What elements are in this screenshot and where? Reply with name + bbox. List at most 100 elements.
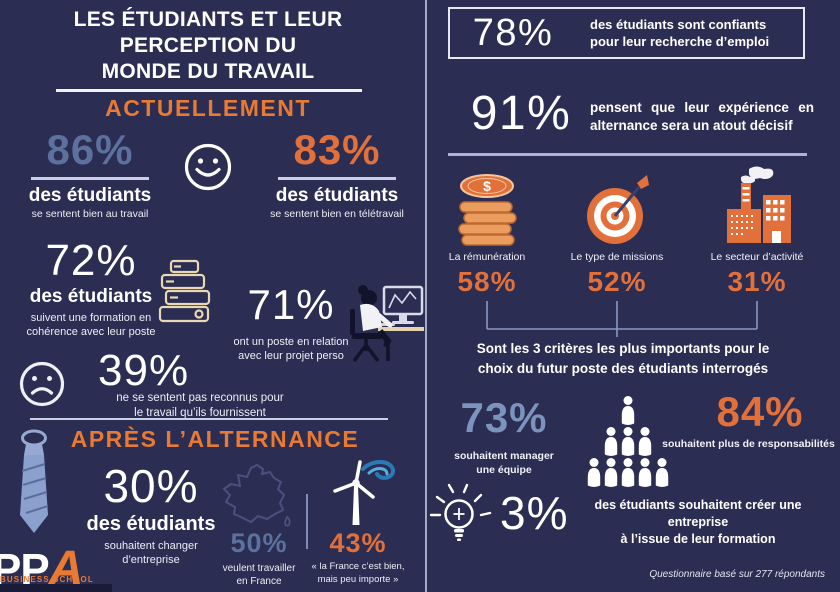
criteria-note: Sont les 3 critères les plus importants … [458, 339, 788, 379]
stat-73-sub-line1: souhaitent manager [454, 450, 554, 462]
stat-86: 86% des étudiants se sentent bien au tra… [2, 126, 178, 221]
stat-72-sub-line1: suivent une formation en [30, 312, 152, 324]
criterion-secteur-label: Le secteur d’activité [710, 251, 804, 263]
section-actuellement: ACTUELLEMENT [105, 95, 311, 121]
factory-icon [727, 166, 791, 243]
stat-78-text-line2: pour leur recherche d’emploi [590, 34, 770, 49]
page-title-line3: MONDE DU TRAVAIL [101, 60, 315, 83]
stat-73-sub-line2: une équipe [476, 464, 532, 476]
stat-43-sub: « la France c’est bien, mais peu importe… [300, 561, 416, 586]
criterion-remuneration-value: 58% [457, 266, 517, 297]
tie-icon [20, 429, 49, 533]
criteria-rule [448, 153, 807, 156]
stat-86-value: 86% [46, 126, 134, 173]
stat-72: 72% des étudiants suivent une formation … [10, 236, 172, 339]
stat-91-text-line1: pensent que leur expérience en [590, 100, 814, 115]
stat-83-value: 83% [293, 126, 381, 173]
stat-73-value: 73% [460, 394, 548, 441]
footnote: Questionnaire basé sur 277 répondants [649, 569, 825, 580]
wind-turbine-icon [333, 460, 395, 525]
stat-30-label: des étudiants [86, 513, 216, 535]
criteria-note-line1: Sont les 3 critères les plus importants … [476, 341, 770, 356]
factory-iconbox [687, 163, 827, 247]
stat-30-sub: souhaitent changer d’entreprise [80, 539, 222, 567]
criterion-missions-value: 52% [587, 266, 647, 297]
stat-72-label: des étudiants [29, 286, 153, 307]
criterion-missions-label: Le type de missions [570, 251, 664, 263]
stat-72-value: 72% [45, 236, 137, 285]
stat-71-sub-line2: avec leur projet perso [238, 350, 344, 362]
stat-86-sub: se sentent bien au travail [31, 207, 149, 220]
stat-78-text-line1: des étudiants sont confiants [590, 17, 767, 32]
criterion-secteur-value: 31% [727, 266, 787, 297]
smiley-icon [184, 143, 232, 191]
stat-86-label: des étudiants [28, 184, 152, 206]
stat-50-value: 50% [230, 528, 288, 558]
stat-50-sub-line2: en France [236, 576, 282, 587]
stat-73: 73% souhaitent manager une équipe [430, 394, 578, 477]
stat-30-sub-line1: souhaitent changer [104, 540, 198, 552]
stat-86-underline [31, 177, 149, 180]
stat-73-sub: souhaitent manager une équipe [430, 449, 578, 477]
books-icon [158, 259, 211, 323]
stat-71-value: 71% [247, 281, 335, 328]
sad-face-icon [19, 361, 65, 407]
page-title: LES ÉTUDIANTS ET LEUR PERCEPTION DU MOND… [38, 7, 378, 85]
mini-divider [306, 494, 308, 549]
coins-icon: $ [458, 174, 517, 246]
stat-39-sub-line2: le travail qu’ils fournissent [134, 406, 266, 419]
stat-3-text-line2: à l’issue de leur formation [620, 532, 776, 546]
target-iconbox [547, 163, 687, 247]
target-icon [587, 175, 649, 244]
stat-71-sub-line1: ont un poste en relation [233, 336, 349, 348]
stat-71-sub: ont un poste en relation avec leur proje… [227, 335, 355, 363]
stat-43-sub-line1: « la France c’est bien, [311, 561, 405, 572]
stat-72-sub-line2: cohérence avec leur poste [26, 326, 156, 338]
ppa-logo-school: BUSINESS SCHOOL [0, 575, 94, 584]
stat-43-value: 43% [329, 528, 387, 558]
coins-iconbox: $ [417, 163, 557, 247]
ppa-logo-a: A [48, 542, 84, 592]
stat-39-sub: ne se sentent pas reconnus pour le trava… [66, 391, 334, 420]
criterion-secteur: Le secteur d’activité 31% [687, 163, 827, 298]
stat-83: 83% des étudiants se sentent bien en tél… [251, 126, 423, 221]
ppa-logo-bar [0, 584, 112, 592]
stat-71: 71% ont un poste en relation avec leur p… [227, 281, 355, 363]
page-title-line2: PERCEPTION DU [119, 34, 297, 57]
stat-3-value: 3% [500, 487, 569, 539]
criterion-remuneration-label: La rémunération [448, 251, 526, 263]
criterion-missions: Le type de missions 52% [547, 163, 687, 298]
section-apres-alternance: APRÈS L’ALTERNANCE [70, 426, 360, 452]
stat-39-value: 39% [98, 346, 190, 395]
column-divider [425, 0, 427, 592]
section-divider-rule [30, 418, 388, 420]
france-map-icon [222, 463, 291, 527]
stat-83-underline [278, 177, 396, 180]
stat-50-sub: veulent travailler en France [209, 562, 309, 588]
stat-91-text: pensent que leur expérience en alternanc… [590, 99, 814, 135]
page-title-line1: LES ÉTUDIANTS ET LEUR [73, 8, 343, 31]
stat-84-value: 84% [716, 388, 804, 435]
workstation-icon [350, 285, 424, 363]
stat-91-value: 91% [470, 87, 572, 140]
stat-78-text: des étudiants sont confiants pour leur r… [590, 16, 769, 50]
stat-30-sub-line2: d’entreprise [122, 554, 180, 566]
stat-30-value: 30% [103, 460, 199, 512]
stat-3-text-line1: des étudiants souhaitent créer une entre… [594, 498, 802, 529]
stat-30: 30% des étudiants souhaitent changer d’e… [80, 459, 222, 567]
title-rule [56, 89, 362, 92]
lightbulb-icon [429, 483, 492, 541]
stat-84-sub: souhaitent plus de responsabilités [662, 438, 835, 450]
stat-72-sub: suivent une formation en cohérence avec … [10, 311, 172, 339]
criteria-note-line2: choix du futur poste des étudiants inter… [477, 361, 769, 376]
stat-3-text: des étudiants souhaitent créer une entre… [572, 497, 824, 548]
stat-83-label: des étudiants [275, 184, 399, 206]
stat-39-sub-line1: ne se sentent pas reconnus pour [116, 392, 284, 404]
stat-78: 78% des étudiants sont confiants pour le… [448, 7, 805, 59]
stat-91-text-line2: alternance sera un atout décisif [590, 118, 793, 133]
criteria-bracket [486, 301, 758, 337]
stat-50-sub-line1: veulent travailler [222, 563, 296, 574]
stat-78-value: 78% [472, 11, 554, 54]
stat-83-sub: se sentent bien en télétravail [270, 207, 404, 220]
